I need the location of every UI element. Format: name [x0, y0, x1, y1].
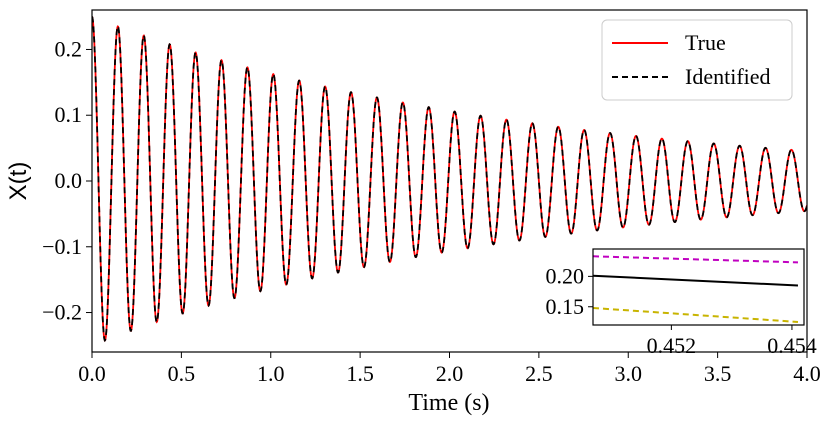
- inset-series-black-solid: [593, 274, 799, 287]
- inset-y-axis: 0.15 0.20: [546, 263, 593, 319]
- inset-y-tick-label: 0.15: [546, 294, 585, 319]
- inset-series-magenta-dashed: [593, 255, 799, 264]
- x-tick-label: 1.5: [346, 361, 374, 386]
- inset-x-tick-label: 0.454: [767, 333, 817, 358]
- y-tick-label: 0.0: [55, 168, 83, 193]
- inset-axes-frame: [592, 248, 805, 326]
- x-tick-label: 4.0: [793, 361, 821, 386]
- y-tick-label: 0.1: [55, 102, 83, 127]
- inset-y-tick-label: 0.20: [546, 263, 585, 288]
- x-axis-label: Time (s): [408, 390, 489, 416]
- y-axis-label: X(t): [5, 162, 32, 201]
- x-tick-label: 2.0: [436, 361, 464, 386]
- y-tick-label: −0.1: [42, 234, 82, 259]
- legend-label-identified: Identified: [685, 64, 771, 89]
- y-tick-label: −0.2: [42, 300, 82, 325]
- x-tick-label: 0.5: [168, 361, 196, 386]
- x-tick-label: 1.0: [257, 361, 285, 386]
- y-axis: −0.2 −0.1 0.0 0.1 0.2: [42, 36, 92, 325]
- x-axis: 0.0 0.5 1.0 1.5 2.0 2.5 3.0 3.5 4.0: [78, 352, 821, 386]
- legend: True Identified: [601, 19, 793, 101]
- series-identified-line: [92, 16, 807, 343]
- y-tick-label: 0.2: [55, 36, 83, 61]
- inset-plot: 0.452 0.454 0.15 0.20: [546, 248, 817, 358]
- inset-x-axis: 0.452 0.454: [647, 325, 817, 358]
- inset-x-tick-label: 0.452: [647, 333, 697, 358]
- legend-label-true: True: [685, 30, 726, 55]
- x-tick-label: 3.5: [704, 361, 732, 386]
- x-tick-label: 0.0: [78, 361, 106, 386]
- inset-series-olive-dashed: [593, 306, 799, 323]
- x-tick-label: 2.5: [525, 361, 553, 386]
- x-tick-label: 3.0: [615, 361, 643, 386]
